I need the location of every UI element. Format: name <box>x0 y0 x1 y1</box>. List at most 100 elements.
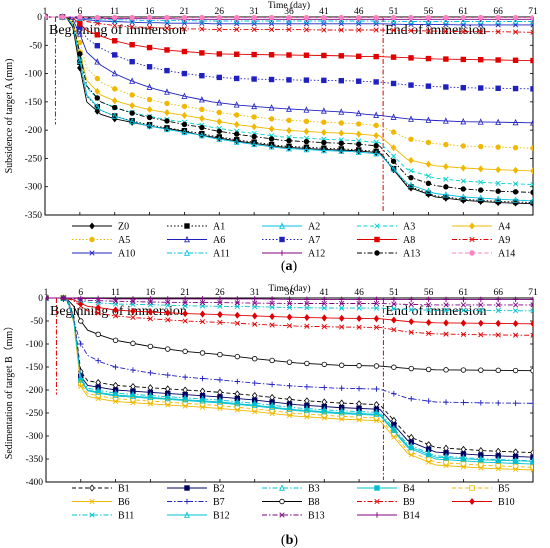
data-point-a13 <box>268 136 275 142</box>
data-point-a11 <box>390 17 397 24</box>
data-point-a4 <box>477 165 484 173</box>
data-point-b7 <box>164 372 171 378</box>
data-point-a2 <box>530 197 533 204</box>
data-point-a2 <box>460 193 467 200</box>
data-point-a5 <box>268 116 275 122</box>
data-point-a5 <box>443 141 449 148</box>
data-point-a8 <box>94 32 100 38</box>
data-point-b8 <box>95 331 101 338</box>
data-point-b8 <box>217 351 223 358</box>
data-point-a8 <box>303 52 310 58</box>
data-point-a3 <box>390 153 397 159</box>
legend-marker-a6 <box>184 235 190 243</box>
data-point-a11 <box>425 17 432 25</box>
data-point-a14 <box>129 14 135 21</box>
data-point-a13 <box>181 121 188 128</box>
data-point-b14 <box>495 296 502 303</box>
data-point-b1 <box>530 449 533 457</box>
legend-label-a14: A14 <box>498 249 515 260</box>
data-point-a7 <box>390 80 397 87</box>
data-point-a14 <box>390 14 397 21</box>
data-point-a4 <box>251 123 257 131</box>
data-point-a11 <box>251 17 258 24</box>
data-point-a11 <box>303 17 310 24</box>
legend-label-b7: B7 <box>213 497 225 508</box>
data-point-a13 <box>286 138 292 144</box>
data-point-b13 <box>460 302 467 308</box>
data-point-a2 <box>251 140 258 148</box>
y-tick-label: -300 <box>26 432 44 442</box>
data-point-b12 <box>95 388 102 395</box>
data-point-a9 <box>408 28 414 34</box>
data-point-a13 <box>425 180 432 187</box>
data-point-a10 <box>530 22 533 28</box>
data-point-b9 <box>495 332 501 338</box>
data-point-b9 <box>530 332 533 338</box>
data-point-b6 <box>147 401 153 407</box>
data-point-b14 <box>443 296 449 303</box>
data-point-b13 <box>339 300 345 307</box>
data-point-a2 <box>303 145 310 153</box>
data-point-b6 <box>95 395 101 402</box>
data-point-a2 <box>129 117 136 125</box>
y-tick-label: 0 <box>38 294 43 304</box>
data-point-b13 <box>478 302 484 308</box>
legend-label-b9: B9 <box>403 497 415 508</box>
y-tick-label: -350 <box>25 211 43 221</box>
data-point-b14 <box>286 296 293 303</box>
data-point-a4 <box>530 167 533 175</box>
data-point-b7 <box>130 367 136 373</box>
data-point-a13 <box>164 118 170 124</box>
series-line-a3 <box>45 16 533 185</box>
data-point-a13 <box>495 188 501 194</box>
data-point-b14 <box>199 296 206 302</box>
data-point-a4 <box>373 131 379 140</box>
x-tick-label: 71 <box>528 288 538 298</box>
data-point-b8 <box>373 363 380 369</box>
data-point-b13 <box>269 300 275 306</box>
data-point-b8 <box>234 353 241 360</box>
data-point-a7 <box>303 77 310 83</box>
legend-marker-a13 <box>374 250 380 256</box>
data-point-a9 <box>373 27 379 33</box>
data-point-b13 <box>443 302 449 308</box>
legend-label-a7: A7 <box>308 235 320 246</box>
data-point-a4 <box>425 160 432 168</box>
data-point-b11 <box>286 304 293 311</box>
data-point-a5 <box>146 96 153 103</box>
data-point-b12 <box>112 391 119 398</box>
data-point-a11 <box>495 17 502 25</box>
data-point-a2 <box>94 102 101 110</box>
data-point-a13 <box>512 189 519 195</box>
data-point-a11 <box>477 17 484 25</box>
legend-label-b6: B6 <box>118 497 130 508</box>
data-point-b10 <box>251 312 258 320</box>
data-point-b7 <box>408 395 415 402</box>
data-point-a3 <box>443 176 449 182</box>
data-point-a11 <box>198 17 205 24</box>
data-point-b6 <box>286 412 293 419</box>
data-point-a5 <box>460 143 466 149</box>
legend-label-a11: A11 <box>213 249 230 260</box>
data-point-a7 <box>199 72 205 79</box>
data-point-b6 <box>78 383 84 389</box>
data-point-a13 <box>390 158 397 164</box>
legend-marker-b14 <box>374 512 380 518</box>
data-point-b7 <box>321 384 328 391</box>
data-point-b7 <box>182 374 188 380</box>
data-point-a14 <box>495 14 501 21</box>
data-point-a7 <box>268 76 275 83</box>
data-point-a14 <box>94 14 100 21</box>
legend-marker-a10 <box>89 250 95 256</box>
y-tick-label: -150 <box>25 98 43 108</box>
data-point-a2 <box>390 165 397 172</box>
data-point-a5 <box>181 103 188 110</box>
data-point-b13 <box>199 299 206 306</box>
data-point-a6 <box>216 99 223 106</box>
data-point-b12 <box>217 398 223 405</box>
data-point-b11 <box>95 300 101 306</box>
panel-letter: a <box>286 259 293 274</box>
data-point-b6 <box>408 452 414 458</box>
data-point-a11 <box>233 17 240 24</box>
data-point-a7 <box>146 64 153 70</box>
